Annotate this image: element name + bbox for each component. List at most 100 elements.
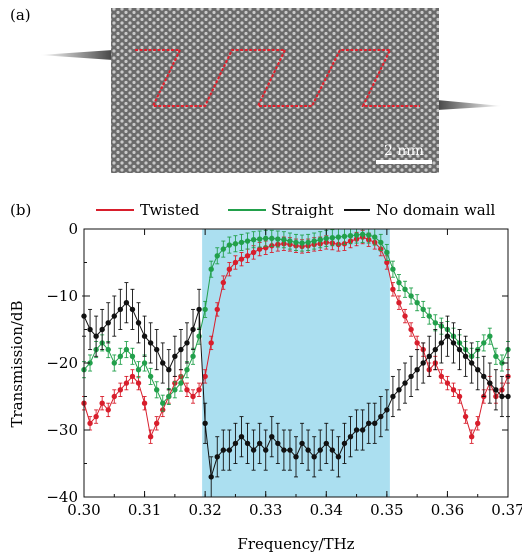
series-layer: [81, 228, 511, 498]
data-point: [341, 233, 348, 240]
data-point: [117, 353, 124, 359]
data-point: [129, 373, 136, 380]
y-tick-label: −30: [46, 421, 78, 439]
data-point: [402, 313, 408, 319]
data-point: [135, 320, 142, 326]
data-point: [475, 420, 481, 426]
data-point: [135, 367, 142, 373]
data-point: [220, 447, 227, 453]
data-point: [384, 259, 390, 266]
data-point: [105, 346, 111, 353]
data-point: [202, 420, 208, 426]
data-point: [190, 353, 196, 359]
data-point: [420, 360, 426, 366]
data-point: [432, 320, 439, 326]
data-point: [147, 340, 154, 346]
data-point: [166, 367, 172, 373]
data-point: [499, 360, 505, 366]
data-point: [172, 353, 178, 359]
x-tick-label: 0.37: [491, 501, 522, 519]
data-point: [329, 447, 336, 453]
data-point: [293, 239, 299, 246]
x-tick-label: 0.34: [310, 501, 343, 519]
legend: Twisted Straight No domain wall: [96, 201, 496, 219]
data-point: [232, 241, 239, 247]
data-point: [347, 434, 354, 440]
panel-b-label: (b): [10, 201, 31, 219]
panel-b-chart: (b) Twisted Straight No domain wall 0.30…: [8, 201, 522, 553]
data-point: [311, 454, 317, 460]
data-point: [238, 256, 245, 262]
data-point: [129, 306, 136, 313]
data-point: [99, 400, 105, 406]
photonic-crystal: [111, 8, 439, 173]
data-point: [135, 380, 142, 386]
data-point: [117, 387, 124, 393]
y-axis-label: Transmission/dB: [8, 300, 26, 427]
data-point: [256, 246, 263, 252]
data-point: [190, 326, 196, 333]
data-point: [129, 353, 136, 359]
data-point: [293, 454, 299, 460]
data-point: [402, 286, 408, 292]
scale-bar-label: 2 mm: [384, 143, 424, 159]
data-point: [123, 380, 130, 386]
x-tick-label: 0.36: [431, 501, 464, 519]
data-point: [323, 235, 329, 242]
x-tick-label: 0.32: [188, 501, 221, 519]
data-point: [269, 235, 275, 242]
data-point: [390, 266, 396, 272]
data-point: [481, 373, 487, 380]
data-point: [481, 340, 487, 346]
data-point: [305, 239, 311, 246]
data-point: [414, 367, 420, 373]
data-point: [111, 393, 117, 400]
legend-label-no-domain-wall: No domain wall: [376, 201, 496, 219]
data-point: [475, 367, 481, 373]
y-axis: 0 −10 −20 −30 −40: [46, 220, 508, 506]
data-point: [311, 238, 317, 244]
data-point: [202, 306, 208, 313]
data-point: [468, 434, 475, 440]
data-point: [147, 373, 154, 380]
data-point: [87, 420, 93, 426]
data-point: [160, 400, 166, 406]
data-point: [196, 306, 202, 313]
data-point: [372, 234, 378, 240]
data-point: [420, 306, 426, 313]
data-point: [414, 340, 420, 346]
data-point: [238, 434, 245, 440]
data-point: [147, 434, 154, 440]
data-point: [263, 235, 269, 242]
data-point: [438, 340, 445, 346]
data-point: [220, 279, 227, 286]
data-point: [402, 380, 408, 386]
legend-label-straight: Straight: [271, 201, 334, 219]
data-point: [208, 340, 214, 346]
data-point: [468, 360, 475, 366]
data-point: [93, 333, 99, 339]
data-point: [166, 393, 172, 400]
data-point: [214, 306, 220, 313]
data-point: [123, 300, 130, 306]
data-point: [269, 434, 275, 440]
y-tick-label: −10: [46, 287, 78, 305]
data-point: [329, 235, 336, 241]
data-point: [341, 440, 348, 447]
data-point: [390, 393, 396, 400]
data-point: [432, 346, 439, 353]
data-point: [396, 279, 402, 286]
data-point: [487, 333, 493, 339]
data-point: [256, 440, 263, 447]
x-tick-label: 0.30: [67, 501, 100, 519]
data-point: [160, 360, 166, 366]
data-point: [359, 427, 366, 433]
data-point: [153, 346, 160, 353]
data-point: [281, 447, 287, 453]
data-point: [117, 306, 124, 313]
data-point: [214, 454, 220, 460]
data-point: [493, 387, 499, 393]
output-waveguide: [437, 100, 502, 110]
data-point: [462, 413, 469, 420]
